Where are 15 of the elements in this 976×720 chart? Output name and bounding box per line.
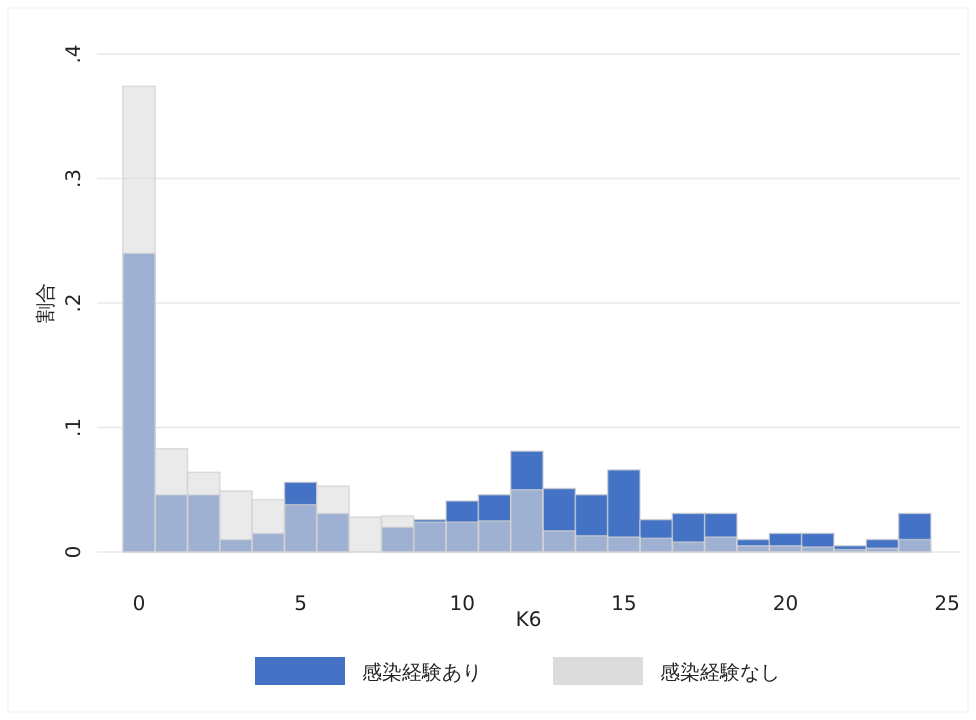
y-tick-label: .2 <box>61 293 85 313</box>
x-tick-label: 15 <box>611 591 637 615</box>
y-axis-title: 割合 <box>33 283 57 323</box>
y-tick-label: 0 <box>61 546 85 558</box>
legend-label: 感染経験あり <box>362 660 482 684</box>
y-tick-label: .4 <box>61 44 85 64</box>
x-tick-label: 5 <box>294 591 307 615</box>
x-tick-label: 10 <box>450 591 475 615</box>
x-tick-label: 20 <box>772 591 798 615</box>
x-axis-title: K6 <box>516 607 542 631</box>
x-tick-label: 0 <box>132 591 146 615</box>
legend-label: 感染経験なし <box>660 660 780 684</box>
y-tick-label: .1 <box>61 418 85 438</box>
x-tick-label: 25 <box>934 591 960 615</box>
y-tick-label: .3 <box>61 168 85 188</box>
